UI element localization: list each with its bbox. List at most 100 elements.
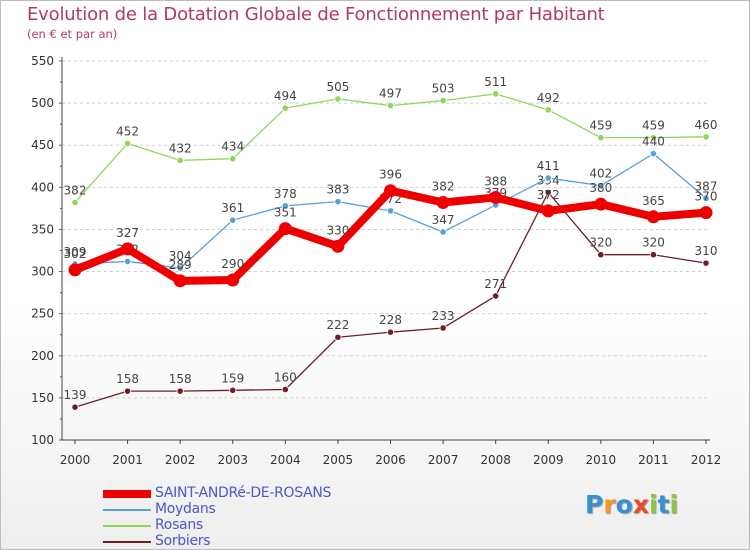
data-point bbox=[597, 251, 605, 259]
data-point bbox=[176, 387, 184, 395]
logo-letter: i bbox=[649, 490, 658, 519]
data-label: 139 bbox=[64, 388, 87, 402]
data-point bbox=[439, 228, 447, 236]
data-label: 382 bbox=[432, 179, 455, 193]
data-point bbox=[439, 324, 447, 332]
y-tick-label: 400 bbox=[31, 180, 54, 194]
legend-swatch-sorbiers bbox=[103, 541, 151, 543]
x-tick-label: 2004 bbox=[270, 453, 301, 467]
y-tick-label: 300 bbox=[31, 265, 54, 279]
data-label: 370 bbox=[695, 190, 718, 204]
data-label: 289 bbox=[169, 258, 192, 272]
y-tick-label: 150 bbox=[31, 391, 54, 405]
x-tick-label: 2003 bbox=[217, 453, 248, 467]
data-point bbox=[544, 188, 552, 196]
data-label: 290 bbox=[221, 257, 244, 271]
data-label: 411 bbox=[537, 159, 560, 173]
data-point bbox=[123, 257, 132, 266]
data-label: 347 bbox=[432, 213, 455, 227]
data-point bbox=[544, 106, 552, 114]
data-label: 160 bbox=[274, 370, 297, 384]
data-point bbox=[123, 139, 132, 148]
data-point bbox=[646, 210, 660, 224]
data-point bbox=[229, 216, 237, 224]
data-point bbox=[702, 259, 710, 267]
data-label: 382 bbox=[64, 183, 87, 197]
legend-label-rosans: Rosans bbox=[155, 517, 203, 533]
legend-label-saint-andre: SAINT-ANDRé-DE-ROSANS bbox=[155, 485, 332, 501]
data-label: 361 bbox=[221, 201, 244, 215]
data-point bbox=[334, 198, 342, 206]
x-tick-label: 2000 bbox=[60, 453, 91, 467]
data-label: 309 bbox=[64, 245, 87, 259]
data-point bbox=[229, 155, 237, 163]
data-label: 158 bbox=[169, 372, 192, 386]
data-label: 378 bbox=[274, 187, 297, 201]
legend-swatch-rosans bbox=[103, 525, 151, 527]
data-label: 505 bbox=[326, 80, 349, 94]
data-point bbox=[281, 385, 289, 394]
logo-letter: r bbox=[603, 490, 616, 519]
legend-item-saint-andre: SAINT-ANDRé-DE-ROSANS bbox=[103, 485, 403, 502]
data-label: 494 bbox=[274, 89, 297, 103]
legend-item-sorbiers: Sorbiers bbox=[103, 533, 403, 550]
data-label: 460 bbox=[695, 118, 718, 132]
data-label: 320 bbox=[642, 236, 665, 250]
legend-label-sorbiers: Sorbiers bbox=[155, 533, 211, 549]
data-point bbox=[492, 90, 500, 98]
legend-item-rosans: Rosans bbox=[103, 517, 403, 534]
legend-swatch-moydans bbox=[103, 509, 151, 511]
data-label: 440 bbox=[642, 135, 665, 149]
y-tick-label: 200 bbox=[31, 349, 54, 363]
data-point bbox=[597, 182, 605, 190]
data-label: 459 bbox=[642, 119, 665, 133]
logo-letter: P bbox=[585, 490, 604, 519]
data-point bbox=[226, 273, 240, 287]
data-point bbox=[278, 222, 292, 236]
data-label: 159 bbox=[221, 371, 244, 385]
x-tick-label: 2007 bbox=[428, 453, 459, 467]
data-label: 310 bbox=[695, 244, 718, 258]
x-tick-label: 2008 bbox=[480, 453, 511, 467]
data-point bbox=[544, 174, 552, 182]
x-tick-label: 2010 bbox=[586, 453, 617, 467]
data-point bbox=[649, 251, 658, 259]
data-point bbox=[436, 195, 450, 209]
data-point bbox=[173, 274, 187, 288]
y-tick-label: 350 bbox=[31, 222, 54, 236]
logo-letter: o bbox=[615, 490, 633, 519]
data-point bbox=[384, 184, 397, 198]
legend-label-moydans: Moydans bbox=[155, 501, 216, 517]
data-point bbox=[123, 387, 132, 395]
legend-swatch-saint-andre bbox=[103, 490, 151, 498]
data-point bbox=[121, 242, 135, 256]
x-tick-label: 2001 bbox=[112, 453, 143, 467]
data-label: 459 bbox=[589, 119, 612, 133]
data-label: 396 bbox=[379, 168, 402, 182]
data-point bbox=[699, 206, 713, 220]
x-tick-label: 2009 bbox=[533, 453, 564, 467]
logo-letter: t bbox=[657, 490, 670, 519]
data-point bbox=[489, 190, 503, 204]
data-label: 228 bbox=[379, 313, 402, 327]
data-point bbox=[71, 403, 79, 411]
y-tick-label: 100 bbox=[31, 433, 54, 447]
data-point bbox=[597, 134, 605, 142]
y-tick-label: 450 bbox=[31, 138, 54, 152]
data-label: 388 bbox=[484, 174, 507, 188]
chart-subtitle: (en € et par an) bbox=[27, 27, 118, 41]
data-label: 511 bbox=[484, 75, 507, 89]
data-point bbox=[649, 150, 658, 158]
chart-legend: SAINT-ANDRé-DE-ROSANS Moydans Rosans Sor… bbox=[103, 485, 403, 550]
y-tick-label: 500 bbox=[31, 96, 54, 110]
data-label: 320 bbox=[589, 236, 612, 250]
data-label: 492 bbox=[537, 91, 560, 105]
y-tick-label: 550 bbox=[31, 54, 54, 68]
data-point bbox=[334, 333, 342, 341]
data-label: 304 bbox=[169, 249, 192, 263]
y-tick-label: 250 bbox=[31, 307, 54, 321]
data-point bbox=[386, 102, 395, 110]
data-label: 330 bbox=[326, 223, 349, 237]
data-label: 222 bbox=[326, 318, 349, 332]
